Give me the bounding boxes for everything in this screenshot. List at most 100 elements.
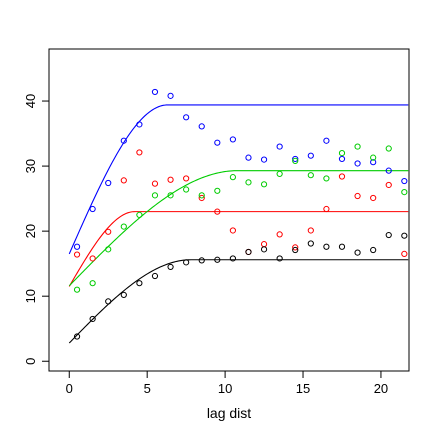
data-point-s3-8 [198, 257, 205, 264]
data-point-s3-11 [245, 248, 252, 256]
data-point-s0-14 [292, 155, 299, 163]
data-point-s1-6 [167, 176, 174, 183]
data-point-s3-7 [183, 259, 190, 266]
data-point-s1-18 [354, 192, 361, 200]
data-point-s2-7 [183, 186, 190, 193]
data-point-s0-2 [105, 179, 112, 187]
data-point-s2-6 [167, 192, 174, 199]
data-point-s2-20 [385, 145, 392, 152]
y-tick-label-1: 10 [23, 289, 38, 303]
y-tick-label-0: 0 [23, 358, 38, 365]
data-point-s2-8 [198, 192, 205, 199]
data-point-s0-4 [136, 121, 143, 128]
data-point-s3-1 [89, 315, 96, 323]
data-point-s0-10 [229, 136, 236, 143]
data-point-s2-21 [401, 189, 408, 196]
data-point-s1-3 [120, 177, 127, 184]
data-point-s1-7 [183, 175, 190, 182]
data-point-s3-3 [120, 291, 127, 298]
data-point-s0-5 [151, 88, 159, 96]
data-point-s2-10 [229, 174, 236, 181]
data-point-s3-5 [151, 272, 159, 280]
plot-frame [48, 48, 410, 372]
data-point-s3-12 [260, 246, 268, 253]
data-point-s2-19 [370, 154, 377, 161]
data-point-s3-0 [73, 333, 81, 340]
data-point-s2-12 [260, 181, 268, 188]
data-point-s1-21 [401, 250, 408, 258]
y-tick-label-2: 20 [23, 224, 38, 238]
x-tick-label-1: 5 [144, 381, 151, 396]
data-point-s1-4 [136, 149, 143, 156]
data-point-s2-1 [89, 280, 96, 287]
data-point-s2-14 [292, 157, 299, 164]
data-point-s1-14 [292, 244, 299, 251]
data-point-s2-4 [136, 211, 143, 218]
data-point-s0-18 [354, 160, 361, 167]
data-point-s2-3 [120, 223, 127, 230]
data-point-s2-16 [323, 175, 330, 182]
data-point-s3-14 [292, 246, 299, 254]
data-point-s2-9 [214, 187, 221, 194]
data-point-s0-21 [401, 177, 408, 185]
data-point-s1-13 [276, 231, 283, 238]
data-point-s0-20 [385, 167, 392, 174]
data-point-s3-16 [323, 243, 330, 250]
data-point-s0-6 [167, 92, 174, 99]
data-point-s2-15 [307, 172, 314, 179]
data-point-s0-0 [73, 243, 81, 250]
x-tick-label-4: 20 [374, 381, 388, 396]
data-point-s0-11 [245, 154, 252, 161]
data-point-s3-20 [385, 231, 392, 239]
data-point-s1-9 [214, 208, 221, 215]
data-point-s3-10 [229, 255, 236, 262]
data-point-s2-18 [354, 143, 361, 150]
x-axis-title: lag dist [207, 405, 251, 421]
data-point-s3-9 [214, 256, 221, 263]
x-tick-label-0: 0 [66, 381, 73, 396]
fit-curve-3 [68, 259, 409, 344]
data-point-s1-15 [307, 227, 314, 234]
data-point-s1-10 [229, 227, 236, 234]
y-axis: 0 10 20 30 40 [23, 94, 49, 365]
data-point-s1-2 [105, 228, 112, 235]
data-point-s0-7 [183, 114, 190, 121]
data-points [73, 88, 408, 340]
data-point-s0-12 [260, 156, 268, 163]
data-point-s3-21 [401, 232, 408, 239]
data-point-s0-3 [120, 137, 127, 144]
data-point-s1-20 [385, 181, 392, 189]
data-point-s0-15 [307, 152, 314, 159]
data-point-s2-2 [105, 246, 112, 253]
y-tick-label-4: 40 [23, 94, 38, 108]
fit-curve-2 [68, 170, 409, 287]
data-point-s2-17 [338, 149, 346, 157]
data-point-s3-2 [105, 298, 112, 305]
data-point-s0-9 [214, 139, 221, 146]
data-point-s3-18 [354, 249, 361, 256]
data-point-s0-1 [89, 205, 96, 213]
data-point-s2-13 [276, 170, 283, 177]
x-tick-label-2: 10 [218, 381, 232, 396]
data-point-s1-1 [89, 255, 96, 262]
data-point-s2-11 [245, 179, 252, 186]
data-point-s1-17 [338, 173, 346, 180]
data-point-s0-16 [323, 137, 330, 144]
data-point-s1-8 [198, 194, 205, 202]
y-tick-label-3: 30 [23, 159, 38, 173]
data-point-s0-17 [338, 155, 346, 163]
data-point-s0-8 [198, 123, 205, 130]
x-tick-label-3: 15 [296, 381, 310, 396]
data-point-s0-13 [276, 143, 283, 150]
data-point-s1-19 [370, 194, 377, 202]
data-point-s3-17 [338, 243, 346, 250]
fit-curve-1 [68, 211, 409, 287]
data-point-s2-0 [73, 286, 81, 293]
x-axis: 0 5 10 15 20 [66, 371, 388, 396]
data-point-s1-5 [151, 180, 159, 187]
data-point-s0-19 [370, 159, 377, 166]
data-point-s3-6 [167, 263, 174, 271]
data-point-s3-19 [370, 246, 377, 254]
data-point-s1-0 [73, 251, 81, 258]
